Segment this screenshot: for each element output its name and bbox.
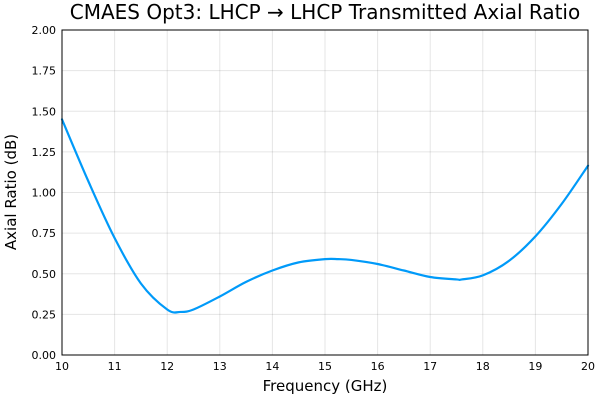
y-tick-label: 1.50 — [32, 105, 57, 118]
x-tick-label: 19 — [528, 360, 542, 373]
x-tick-label: 15 — [318, 360, 332, 373]
y-tick-label: 2.00 — [32, 24, 57, 37]
x-tick-label: 16 — [371, 360, 385, 373]
x-tick-label: 17 — [423, 360, 437, 373]
x-tick-label: 10 — [55, 360, 69, 373]
y-tick-label: 1.25 — [32, 146, 57, 159]
x-tick-label: 12 — [160, 360, 174, 373]
y-tick-label: 0.25 — [32, 308, 57, 321]
x-tick-label: 11 — [108, 360, 122, 373]
x-axis-label: Frequency (GHz) — [263, 377, 388, 395]
y-tick-label: 0.50 — [32, 268, 57, 281]
chart-title: CMAES Opt3: LHCP → LHCP Transmitted Axia… — [70, 0, 580, 24]
y-axis-ticks: 0.00 0.25 0.50 0.75 1.00 1.25 1.50 1.75 2.00 — [32, 24, 57, 362]
y-tick-label: 1.00 — [32, 187, 57, 200]
plot-area — [60, 29, 590, 356]
y-tick-label: 0.75 — [32, 227, 57, 240]
x-tick-label: 18 — [476, 360, 490, 373]
x-tick-label: 13 — [213, 360, 227, 373]
y-tick-label: 0.00 — [32, 349, 57, 362]
y-tick-label: 1.75 — [32, 65, 57, 78]
series-line-axial-ratio — [60, 118, 590, 314]
x-tick-label: 14 — [265, 360, 279, 373]
x-axis-ticks: 10 11 12 13 14 15 16 17 18 19 20 — [55, 360, 595, 373]
y-axis-label: Axial Ratio (dB) — [2, 134, 20, 250]
plot-frame — [61, 29, 589, 356]
x-tick-label: 20 — [581, 360, 595, 373]
